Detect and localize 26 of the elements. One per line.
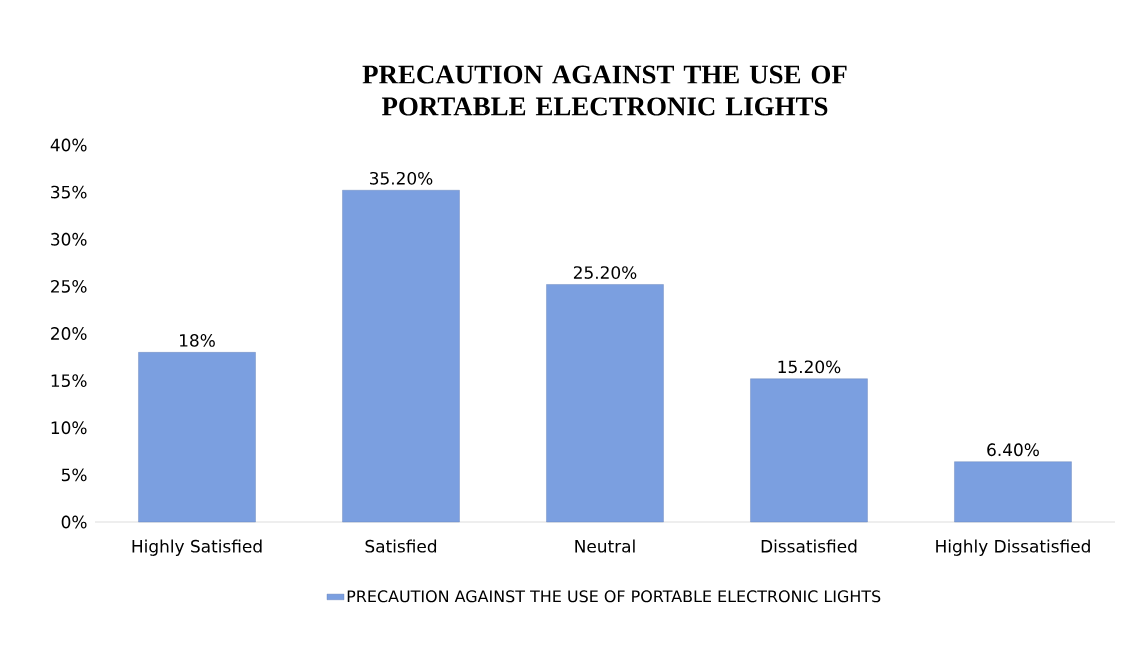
x-tick-label: Dissatisfied [761,539,857,553]
data-label: 6.40% [987,443,1039,457]
x-tick-label: Satisfied [365,539,437,553]
legend-label: PRECAUTION AGAINST THE USE OF PORTABLE ELECTRONIC LIGHTS [347,590,881,603]
bar [138,352,256,523]
bar [750,378,868,523]
y-tick-label: 25% [51,279,87,293]
chart-title: PRECAUTION AGAINST THE USE OF PORTABLE ELECTRONIC LIGHTS [362,65,847,116]
data-label: 15.20% [778,360,841,374]
y-tick-label: 10% [51,421,87,435]
data-label: 18% [180,334,215,347]
data-label: 35.20% [370,171,433,185]
x-tick-label: Highly Satisfied [132,539,262,556]
y-tick-label: 30% [51,232,87,246]
bar [954,461,1072,523]
x-tick-label: Neutral [575,539,635,553]
x-tick-label: Highly Dissatisfied [936,539,1090,556]
y-tick-label: 35% [51,185,87,199]
data-label: 25.20% [573,266,637,279]
bar [546,284,664,523]
bar [342,190,460,523]
y-tick-label: 20% [51,327,87,340]
y-tick-label: 15% [51,374,87,388]
y-tick-label: 40% [50,138,87,152]
y-tick-label: 5% [61,468,87,482]
y-tick-label: 0% [61,515,87,529]
